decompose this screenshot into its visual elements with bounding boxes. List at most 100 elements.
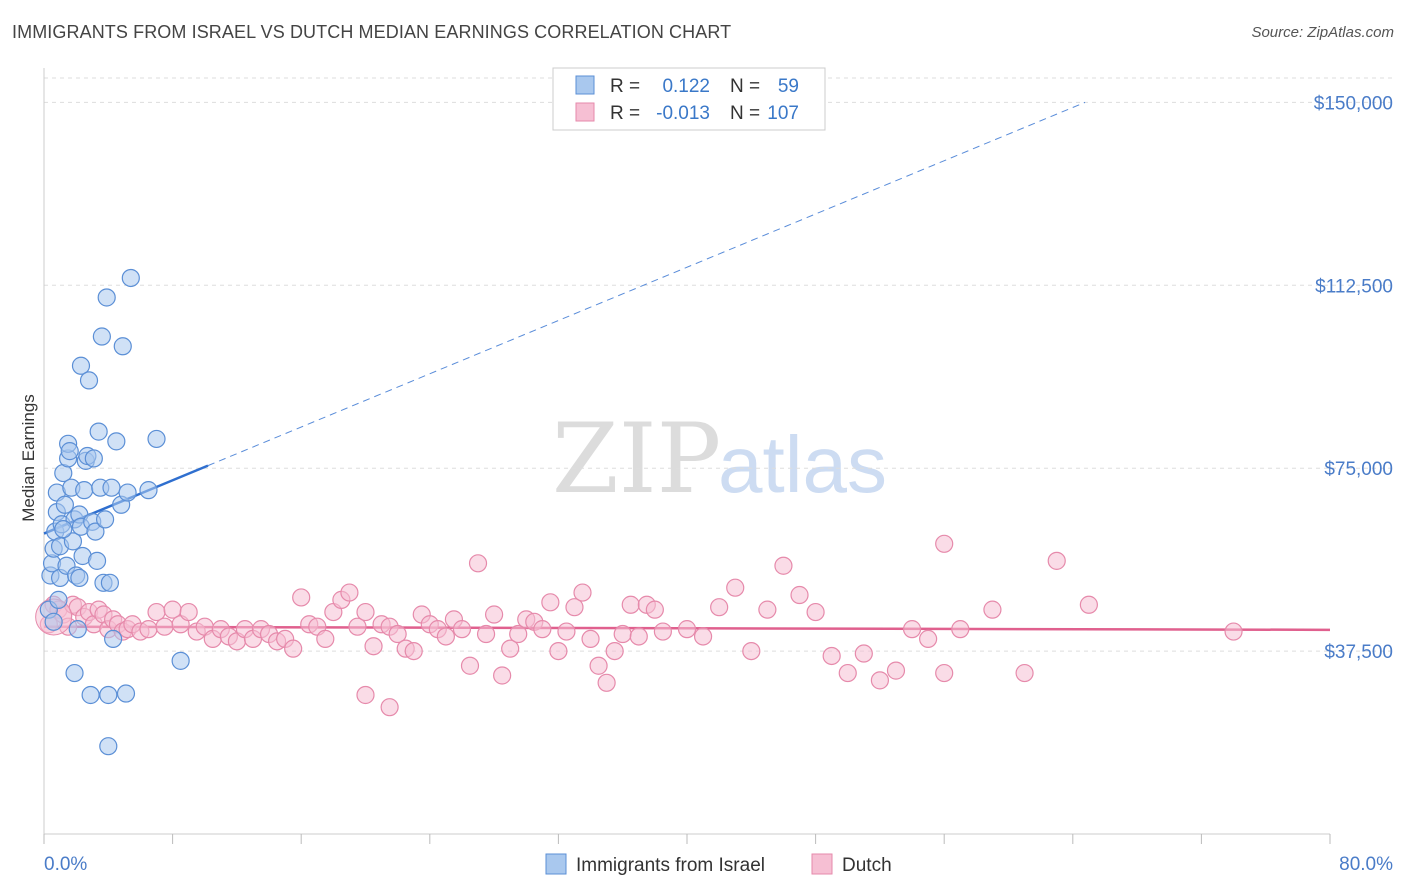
- israel-point-18: [63, 532, 83, 551]
- dutch-point-75: [589, 656, 608, 675]
- israel-point-30: [79, 371, 99, 390]
- legend-swatch-israel: [545, 853, 567, 875]
- dutch-point-95: [854, 644, 873, 663]
- israel-point-57: [70, 568, 89, 588]
- dutch-point-98: [902, 620, 922, 639]
- dutch-point-50: [388, 624, 407, 644]
- dutch-point-65: [509, 624, 528, 644]
- dutch-point-86: [710, 598, 729, 617]
- legend-label-israel: Immigrants from Israel: [576, 855, 765, 876]
- y-tick-label-0: $37,500: [1324, 642, 1393, 663]
- dutch-points: [35, 534, 1243, 717]
- israel-point-25: [71, 356, 91, 375]
- dutch-point-73: [573, 583, 592, 602]
- dutch-point-41: [316, 629, 335, 649]
- legend-swatch-dutch: [811, 853, 833, 875]
- dutch-point-72: [565, 598, 584, 617]
- israel-point-16: [60, 442, 79, 461]
- x-tick-right: 80.0%: [1339, 854, 1393, 875]
- israel-point-7: [49, 590, 68, 609]
- dutch-point-99: [919, 629, 938, 649]
- israel-point-38: [92, 327, 111, 346]
- stats-r-value-2: -0.013: [656, 103, 710, 124]
- israel-point-46: [99, 737, 118, 756]
- israel-point-22: [68, 620, 87, 639]
- dutch-point-96: [870, 671, 890, 690]
- dutch-point-45: [348, 617, 367, 636]
- watermark: ZIP atlas: [552, 403, 887, 515]
- gridlines: [44, 77, 1395, 652]
- dutch-point-92: [806, 602, 825, 622]
- israel-point-54: [147, 429, 166, 449]
- dutch-point-80: [629, 627, 648, 646]
- stats-n-value-2: 107: [767, 103, 799, 124]
- israel-point-50: [118, 483, 137, 502]
- dutch-point-105: [1079, 595, 1098, 614]
- legend-label-dutch: Dutch: [842, 855, 892, 876]
- y-tick-label-1: $75,000: [1324, 459, 1393, 480]
- stats-r-label-2: R =: [610, 103, 640, 124]
- dutch-point-47: [364, 637, 383, 656]
- dutch-point-93: [822, 646, 841, 666]
- dutch-point-107: [356, 685, 375, 705]
- stats-legend: R = 0.122 N = 59 R = -0.013 N = 107: [552, 67, 826, 131]
- watermark-zip: ZIP: [552, 403, 721, 515]
- dutch-point-70: [549, 641, 568, 661]
- israel-point-36: [89, 422, 108, 441]
- dutch-point-109: [935, 534, 954, 553]
- stats-n-value-1: 59: [778, 76, 799, 97]
- dutch-point-84: [677, 620, 697, 639]
- israel-point-56: [54, 520, 73, 539]
- stats-n-label-2: N =: [730, 103, 760, 124]
- dutch-point-21: [155, 617, 174, 636]
- dutch-point-91: [790, 585, 809, 605]
- dutch-point-77: [605, 641, 624, 661]
- dutch-point-78: [613, 624, 632, 644]
- israel-point-47: [107, 432, 126, 451]
- israel-point-27: [75, 481, 94, 500]
- israel-point-41: [97, 288, 116, 307]
- series-legend: Immigrants from Israel Dutch: [545, 853, 892, 876]
- dutch-point-88: [742, 641, 761, 661]
- y-tick-labels: $37,500 $75,000 $112,500 $150,000: [1314, 93, 1393, 663]
- israel-points: [39, 268, 190, 756]
- dutch-point-97: [886, 661, 906, 680]
- israel-point-45: [104, 629, 123, 649]
- dutch-point-79: [621, 595, 640, 614]
- dutch-point-46: [356, 602, 375, 622]
- stats-r-value-1: 0.122: [662, 76, 710, 97]
- dutch-point-62: [485, 605, 504, 624]
- dutch-point-37: [284, 639, 303, 658]
- dutch-point-52: [404, 641, 423, 661]
- y-tick-label-3: $150,000: [1314, 93, 1393, 114]
- dutch-point-76: [597, 673, 616, 692]
- israel-point-40: [95, 510, 115, 529]
- israel-point-42: [99, 685, 118, 705]
- israel-point-43: [100, 573, 120, 592]
- dutch-point-83: [653, 622, 672, 641]
- stats-n-label-1: N =: [730, 76, 760, 97]
- dutch-point-44: [340, 583, 359, 602]
- axes: [43, 68, 1331, 844]
- y-axis-label: Median Earnings: [19, 394, 38, 522]
- source-credit: Source: ZipAtlas.com: [1251, 24, 1394, 41]
- dutch-point-74: [581, 629, 600, 649]
- israel-point-35: [87, 551, 107, 570]
- watermark-atlas: atlas: [718, 420, 887, 509]
- dutch-point-108: [380, 698, 399, 717]
- dutch-point-69: [541, 593, 560, 612]
- dutch-point-24: [179, 602, 198, 622]
- dutch-point-71: [557, 622, 576, 641]
- dutch-point-19: [139, 620, 158, 639]
- dutch-point-106: [1224, 622, 1243, 641]
- dutch-point-59: [460, 656, 480, 675]
- dutch-point-104: [1047, 551, 1066, 570]
- dutch-point-82: [645, 600, 664, 619]
- dutch-point-85: [693, 627, 713, 646]
- x-tick-left: 0.0%: [44, 854, 87, 875]
- israel-point-44: [102, 478, 121, 497]
- chart-title: IMMIGRANTS FROM ISRAEL VS DUTCH MEDIAN E…: [12, 22, 732, 42]
- israel-point-55: [171, 651, 190, 670]
- stats-legend-frame: [552, 67, 826, 131]
- israel-point-58: [44, 612, 63, 631]
